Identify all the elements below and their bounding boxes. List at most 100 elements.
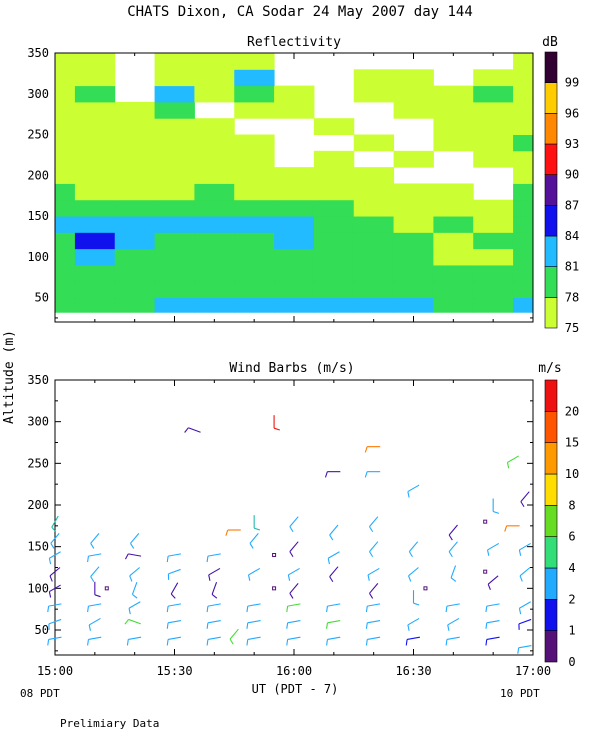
panel2-colorbar-label: m/s — [538, 361, 561, 376]
reflectivity-cell — [274, 86, 314, 103]
wind-barb-feather — [290, 593, 293, 598]
wind-barb-shaft — [188, 428, 200, 432]
reflectivity-cell — [194, 216, 234, 233]
wind-barb — [250, 533, 258, 548]
calm-marker — [484, 570, 487, 573]
wind-barb — [290, 542, 298, 557]
wind-barb-feather — [486, 606, 487, 612]
reflectivity-cell — [115, 102, 155, 119]
reflectivity-cell — [75, 135, 115, 152]
wind-barb-shaft — [487, 604, 500, 606]
wind-barb — [493, 499, 499, 514]
wind-barb-feather — [330, 535, 333, 540]
colorbar-label: 6 — [568, 530, 575, 544]
wind-barb-feather — [89, 625, 90, 631]
reflectivity-cell — [314, 200, 354, 217]
wind-barb-shaft — [487, 637, 500, 639]
wind-barb-feather — [209, 575, 210, 581]
reflectivity-cell — [314, 232, 354, 249]
y-tick-label: 150 — [27, 209, 49, 223]
wind-barb-feather — [274, 428, 280, 430]
y-axis-label: Altitude (m) — [2, 330, 17, 424]
wind-barb-shaft — [409, 567, 419, 575]
wind-barb-shaft — [487, 621, 500, 623]
reflectivity-cell — [115, 232, 155, 249]
wind-barb-shaft — [129, 602, 140, 609]
reflectivity-cell — [473, 298, 513, 313]
wind-barb — [91, 567, 99, 582]
reflectivity-cell — [194, 200, 234, 217]
reflectivity-cell — [354, 298, 394, 313]
wind-barb — [325, 472, 340, 478]
wind-barb-feather — [449, 552, 452, 557]
reflectivity-cell — [394, 69, 434, 86]
reflectivity-cell — [314, 183, 354, 200]
wind-barb-feather — [325, 472, 327, 478]
reflectivity-cell — [394, 151, 434, 168]
wind-barb — [446, 604, 460, 612]
wind-barb-feather — [127, 639, 128, 645]
reflectivity-cell — [75, 298, 115, 313]
reflectivity-cell — [473, 216, 513, 233]
reflectivity-cell — [314, 249, 354, 266]
wind-barb — [226, 530, 241, 536]
wind-barb — [519, 619, 531, 629]
wind-barb-shaft — [408, 618, 419, 625]
reflectivity-cell — [234, 183, 274, 200]
wind-barb-feather — [328, 558, 329, 564]
wind-barb-shaft — [208, 637, 221, 639]
wind-barb-feather — [488, 584, 490, 590]
wind-barb-shaft — [208, 554, 221, 556]
wind-barb — [366, 637, 380, 645]
colorbar-swatch — [545, 175, 557, 206]
reflectivity-cell — [115, 281, 155, 298]
reflectivity-cell — [234, 102, 274, 119]
wind-barb-feather — [369, 552, 372, 557]
wind-barb — [365, 472, 380, 478]
reflectivity-cell — [75, 183, 115, 200]
wind-barb-shaft — [168, 569, 180, 573]
colorbar-swatch — [545, 599, 557, 630]
colorbar-label: 0 — [568, 655, 575, 669]
colorbar-swatch — [545, 236, 557, 267]
wind-barb — [207, 604, 221, 612]
reflectivity-cell — [473, 232, 513, 249]
wind-barb-shaft — [327, 621, 340, 623]
wind-barb-feather — [520, 576, 522, 582]
reflectivity-cell — [194, 298, 234, 313]
wind-barb-shaft — [249, 568, 260, 575]
reflectivity-cell — [473, 86, 513, 103]
panel1-colorbar-label: dB — [542, 35, 558, 50]
wind-barb-shaft — [407, 637, 420, 639]
colorbar-swatch — [545, 537, 557, 568]
wind-barb-shaft — [290, 542, 298, 552]
reflectivity-cell — [115, 118, 155, 135]
reflectivity-cell — [155, 281, 195, 298]
wind-barb-shaft — [129, 619, 141, 623]
reflectivity-cell — [473, 69, 513, 86]
wind-barb-feather — [207, 623, 208, 629]
wind-barb — [449, 542, 457, 557]
reflectivity-cell — [155, 265, 195, 282]
wind-barb-shaft — [168, 621, 181, 623]
wind-barb — [89, 618, 100, 630]
wind-barb — [95, 582, 101, 597]
reflectivity-cell — [194, 232, 234, 249]
reflectivity-cell — [234, 51, 274, 69]
wind-barb-feather — [247, 606, 248, 612]
calm-marker — [105, 587, 108, 590]
reflectivity-cell — [234, 216, 274, 233]
wind-barb-shaft — [171, 583, 178, 594]
wind-barb — [132, 582, 137, 598]
reflectivity-cell — [473, 102, 513, 119]
plot-frame — [55, 380, 533, 655]
wind-barb-feather — [247, 639, 248, 645]
wind-barb — [287, 604, 301, 612]
wind-barb-feather — [488, 550, 489, 556]
wind-barb — [408, 618, 419, 630]
colorbar-swatch — [545, 52, 557, 83]
wind-barb-feather — [365, 472, 367, 478]
reflectivity-cell — [155, 216, 195, 233]
